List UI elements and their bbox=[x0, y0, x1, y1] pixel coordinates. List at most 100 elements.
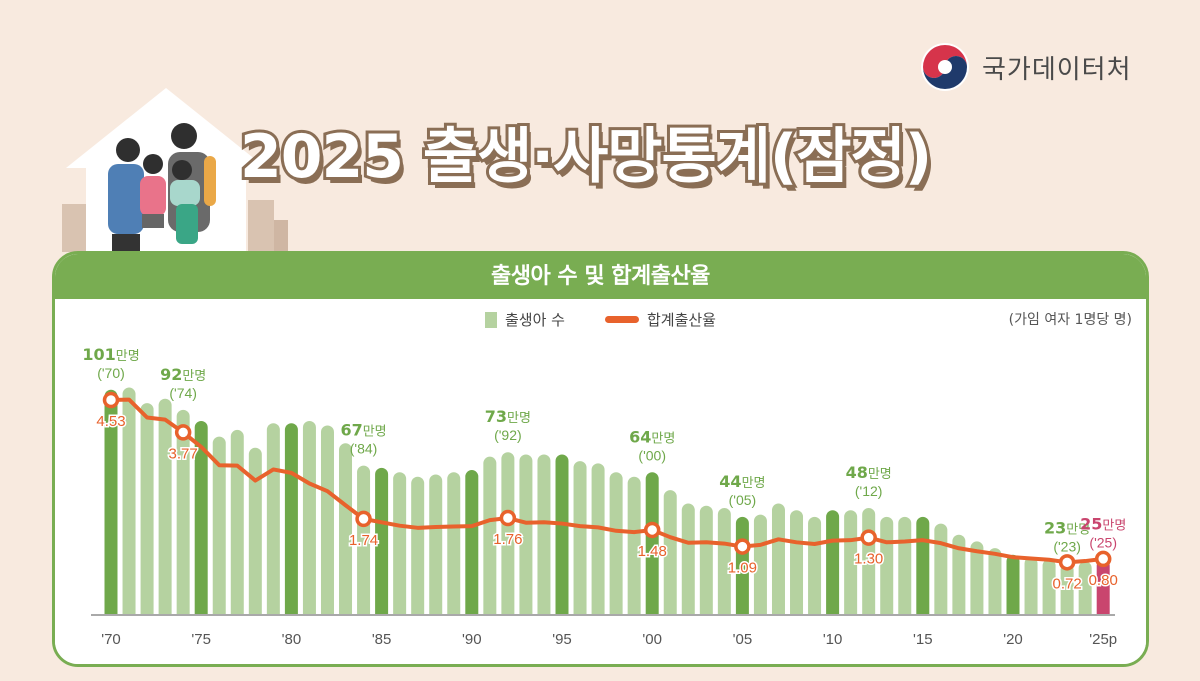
svg-text:('84): ('84) bbox=[350, 441, 378, 457]
bar-2002 bbox=[681, 503, 695, 621]
svg-text:92만명: 92만명 bbox=[160, 365, 206, 384]
bar-2017 bbox=[952, 534, 966, 621]
unit-note: (가임 여자 1명당 명) bbox=[1008, 312, 1132, 328]
x-tick-label: '00 bbox=[642, 631, 662, 648]
bar-1983 bbox=[339, 443, 353, 621]
legend-item-tfr: 합계출산율 bbox=[604, 309, 716, 330]
bar-2003 bbox=[699, 505, 713, 621]
chart-legend: 출생아 수 합계출산율 bbox=[485, 309, 716, 330]
svg-text:101만명: 101만명 bbox=[82, 345, 139, 364]
svg-text:64만명: 64만명 bbox=[629, 427, 675, 446]
x-tick-label: '10 bbox=[823, 631, 843, 648]
bar-2023 bbox=[1060, 563, 1074, 621]
svg-text:0.80: 0.80 bbox=[1089, 572, 1118, 589]
annotation-1974: 92만명('74) 3.77 bbox=[160, 365, 206, 464]
page-title: 2025 출생·사망통계(잠정) bbox=[237, 119, 935, 195]
bar-1987 bbox=[411, 476, 425, 621]
svg-text:('23): ('23) bbox=[1053, 539, 1081, 555]
bar-2013 bbox=[880, 516, 894, 621]
bar-1980 bbox=[284, 423, 298, 621]
svg-text:('74): ('74) bbox=[169, 385, 197, 401]
bar-1988 bbox=[429, 474, 443, 621]
svg-text:('70): ('70) bbox=[97, 365, 125, 381]
bar-1999 bbox=[627, 476, 641, 621]
bar-1986 bbox=[393, 472, 407, 621]
svg-text:4.53: 4.53 bbox=[96, 413, 125, 430]
x-tick-label: '70 bbox=[101, 631, 121, 648]
bar-1995 bbox=[555, 454, 569, 621]
org-logo: 국가데이터처 bbox=[920, 42, 1132, 92]
bar-1997 bbox=[591, 463, 605, 621]
bar-1973 bbox=[158, 398, 172, 621]
bar-2009 bbox=[808, 516, 822, 621]
annotation-1984: 67만명('84) 1.74 bbox=[340, 421, 386, 551]
annotation-1970: 101만명('70) 4.53 bbox=[82, 345, 139, 432]
bar-1970 bbox=[104, 389, 118, 621]
svg-text:73만명: 73만명 bbox=[485, 407, 531, 426]
x-tick-label: '15 bbox=[913, 631, 933, 648]
svg-text:1.76: 1.76 bbox=[493, 531, 522, 548]
bar-2016 bbox=[934, 523, 948, 621]
bar-2020 bbox=[1006, 554, 1020, 621]
bar-2015 bbox=[916, 516, 930, 621]
bar-1993 bbox=[519, 454, 533, 621]
svg-text:('25): ('25) bbox=[1089, 534, 1117, 550]
bar-1994 bbox=[537, 454, 551, 621]
bar-2010 bbox=[826, 510, 840, 621]
svg-text:1.48: 1.48 bbox=[638, 543, 667, 560]
svg-text:23만명: 23만명 bbox=[1044, 519, 1090, 538]
bar-2014 bbox=[898, 516, 912, 621]
svg-text:('92): ('92) bbox=[494, 427, 522, 443]
bar-2021 bbox=[1024, 557, 1038, 621]
bar-1977 bbox=[230, 429, 244, 621]
x-tick-label: '75 bbox=[191, 631, 211, 648]
svg-text:1.30: 1.30 bbox=[854, 551, 883, 568]
bar-1972 bbox=[140, 403, 154, 621]
org-name: 국가데이터처 bbox=[982, 54, 1132, 85]
legend-item-births: 출생아 수 bbox=[485, 309, 565, 330]
bar-2008 bbox=[790, 510, 804, 621]
svg-text:48만명: 48만명 bbox=[846, 463, 892, 482]
svg-text:3.77: 3.77 bbox=[169, 445, 198, 462]
svg-text:1.74: 1.74 bbox=[349, 532, 378, 549]
legend-label: 합계출산율 bbox=[646, 311, 716, 329]
taegeuk-emblem-icon bbox=[921, 43, 969, 91]
annotation-2000: 64만명('00) 1.48 bbox=[629, 427, 675, 561]
svg-text:0.72: 0.72 bbox=[1053, 575, 1082, 592]
bar-1996 bbox=[573, 461, 587, 621]
bar-1975 bbox=[194, 420, 208, 621]
bar-1990 bbox=[465, 470, 479, 621]
annotation-2005: 44만명('05) 1.09 bbox=[719, 472, 765, 578]
title-block: 2025 출생·사망통계(잠정) bbox=[237, 108, 1040, 198]
legend-label: 출생아 수 bbox=[505, 311, 565, 329]
bar-2025 bbox=[1096, 559, 1110, 621]
chart-card: 출생아 수 및 합계출산율 '70 '75 '80 '85 '90 '95 '00 '05 '1… bbox=[52, 251, 1149, 667]
bar-1982 bbox=[320, 425, 334, 621]
bar-1979 bbox=[266, 423, 280, 621]
bar-swatch-icon bbox=[485, 311, 497, 328]
bar-1985 bbox=[375, 467, 389, 621]
bar-2022 bbox=[1042, 559, 1056, 621]
chart-title: 출생아 수 및 합계출산율 bbox=[55, 254, 1146, 299]
bar-1976 bbox=[212, 436, 226, 621]
births-tfr-chart: '70 '75 '80 '85 '90 '95 '00 '05 '10 '15 '20 '25p 101… bbox=[55, 345, 1146, 664]
annotation-2025: 25만명('25) 0.80 bbox=[1080, 514, 1126, 590]
svg-text:44만명: 44만명 bbox=[719, 472, 765, 491]
bar-1971 bbox=[122, 387, 136, 621]
family-house-illustration bbox=[62, 88, 288, 254]
bar-1998 bbox=[609, 472, 623, 621]
bar-1974 bbox=[176, 409, 190, 621]
svg-text:('05): ('05) bbox=[729, 492, 757, 508]
x-tick-label: '20 bbox=[1003, 631, 1023, 648]
x-tick-label: '85 bbox=[372, 631, 392, 648]
x-tick-label: '80 bbox=[282, 631, 302, 648]
svg-text:1.09: 1.09 bbox=[728, 560, 757, 577]
x-tick-label: '95 bbox=[552, 631, 572, 648]
annotation-1992: 73만명('92) 1.76 bbox=[485, 407, 531, 549]
bar-1989 bbox=[447, 472, 461, 621]
line-swatch-icon bbox=[604, 316, 639, 323]
svg-text:25만명: 25만명 bbox=[1080, 514, 1126, 533]
x-tick-label: '25p bbox=[1089, 631, 1117, 648]
bar-2019 bbox=[988, 548, 1002, 621]
svg-text:67만명: 67만명 bbox=[340, 421, 386, 440]
